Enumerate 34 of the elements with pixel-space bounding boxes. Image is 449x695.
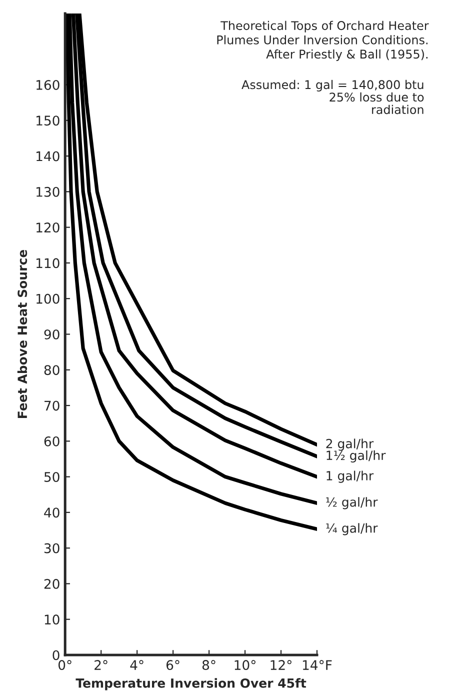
series-label: ½ gal/hr [326, 497, 378, 510]
y-tick-label: 110 [36, 258, 60, 268]
y-tick-label: 10 [44, 614, 60, 625]
series-label: 1½ gal/hr [326, 450, 386, 463]
y-axis-title: Feet Above Heat Source [17, 250, 28, 418]
x-tick-label: 0° [58, 660, 72, 670]
x-tick-label: 12° [270, 660, 292, 670]
series-label: 1 gal/hr [326, 470, 374, 483]
y-tick-label: 20 [44, 578, 60, 589]
y-tick-label: 70 [44, 400, 60, 411]
y-tick-label: 90 [44, 329, 60, 340]
x-tick-label: 8° [202, 660, 216, 670]
y-tick-label: 120 [36, 222, 60, 233]
y-tick-label: 150 [36, 116, 60, 126]
x-tick-label: 14°F [302, 660, 332, 670]
y-tick-label: 130 [36, 186, 60, 197]
y-tick-label: 160 [36, 80, 60, 90]
x-axis-title: Temperature Inversion Over 45ft [76, 678, 306, 690]
x-tick-label: 2° [94, 660, 108, 670]
y-tick-label: 140 [36, 151, 60, 162]
y-tick-label: 0 [52, 650, 60, 660]
x-tick-label: 4° [130, 660, 144, 670]
series-label: 2 gal/hr [326, 438, 374, 451]
series-label: ¼ gal/hr [326, 523, 378, 536]
y-tick-label: 100 [36, 294, 60, 304]
y-tick-label: 40 [44, 508, 60, 518]
y-tick-label: 80 [44, 365, 60, 376]
x-tick-label: 6° [166, 660, 180, 670]
y-tick-label: 30 [44, 543, 60, 554]
y-tick-label: 50 [44, 472, 60, 482]
x-tick-label: 10° [234, 660, 256, 670]
text: Theoretical Tops of Orchard Heater Plumes Under Inversion Conditions. After Priestly & Ball (1955). [217, 20, 429, 61]
y-tick-label: 60 [44, 436, 60, 446]
annotation: Assumed: 1 gal = 140,800 btu 25% loss due to radiation [242, 80, 424, 114]
